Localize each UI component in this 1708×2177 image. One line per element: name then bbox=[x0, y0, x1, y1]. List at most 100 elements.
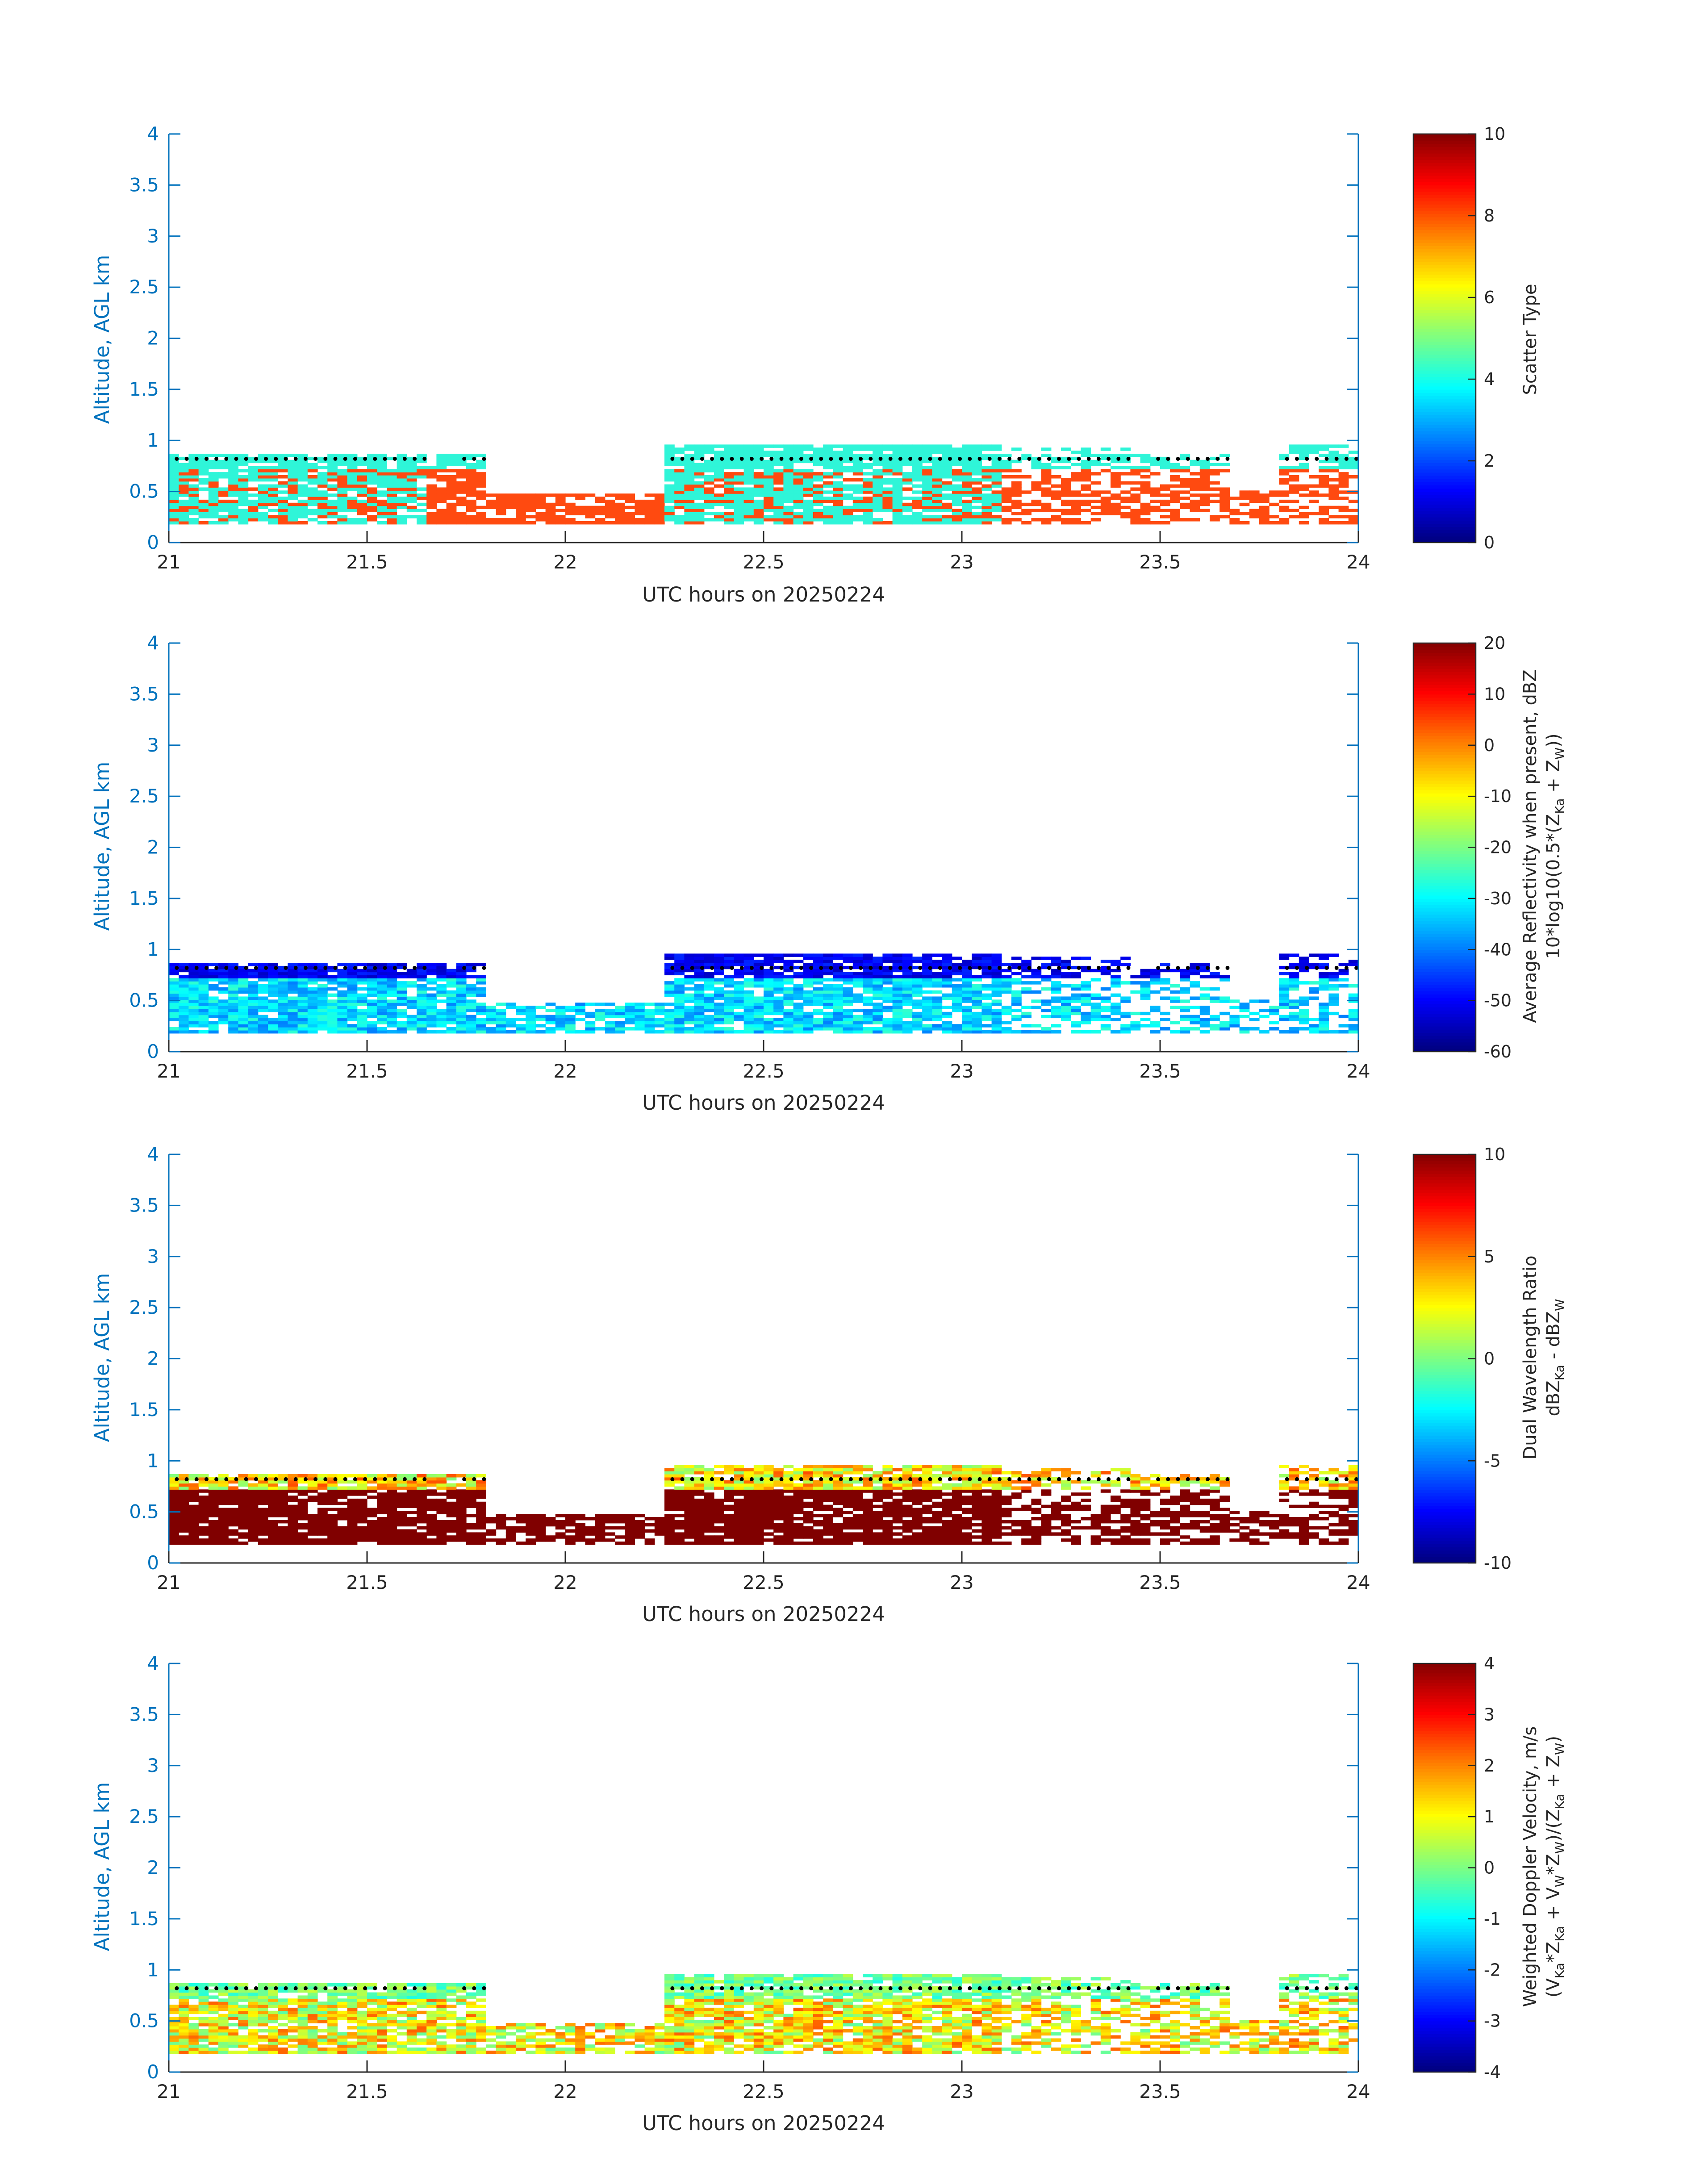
heatmap-cell bbox=[297, 993, 308, 997]
heatmap-cell bbox=[1199, 469, 1210, 472]
heatmap-cell bbox=[714, 1006, 724, 1009]
heatmap-cell bbox=[1071, 1021, 1081, 1024]
heatmap-cell bbox=[179, 499, 189, 503]
colorbar-swatch bbox=[1413, 959, 1476, 963]
heatmap-cell bbox=[327, 999, 338, 1003]
heatmap-cell bbox=[1190, 472, 1200, 476]
heatmap-cell bbox=[694, 518, 705, 522]
heatmap-cell bbox=[397, 1532, 407, 1536]
heatmap-cell bbox=[902, 1015, 913, 1019]
heatmap-cell bbox=[169, 475, 179, 479]
heatmap-cell bbox=[1180, 1030, 1190, 1034]
heatmap-cell bbox=[664, 990, 675, 994]
heatmap-cell bbox=[813, 1021, 823, 1024]
heatmap-cell bbox=[327, 1501, 338, 1505]
heatmap-cell bbox=[505, 506, 516, 510]
heatmap-cell bbox=[208, 1535, 219, 1539]
heatmap-cell bbox=[991, 490, 1002, 494]
heatmap-cell bbox=[813, 960, 823, 963]
heatmap-cell bbox=[1011, 481, 1022, 485]
heatmap-cell bbox=[942, 1006, 952, 1009]
heatmap-cell bbox=[764, 460, 774, 464]
colorbar-swatch bbox=[1413, 825, 1476, 829]
heatmap-cell bbox=[1140, 475, 1151, 479]
heatmap-cell bbox=[1061, 499, 1071, 503]
heatmap-cell bbox=[962, 451, 972, 454]
heatmap-cell bbox=[704, 1018, 714, 1021]
heatmap-cell bbox=[347, 1511, 358, 1514]
heatmap-cell bbox=[198, 965, 209, 969]
heatmap-cell bbox=[268, 1532, 278, 1536]
heatmap-cell bbox=[1219, 978, 1230, 982]
colorbar-swatch bbox=[1413, 752, 1476, 755]
heatmap-cell bbox=[248, 472, 259, 476]
heatmap-cell bbox=[981, 456, 992, 460]
heatmap-cell bbox=[793, 447, 804, 451]
heatmap-cell bbox=[406, 472, 417, 476]
heatmap-cell bbox=[307, 1474, 318, 1478]
heatmap-cell bbox=[793, 490, 804, 494]
heatmap-cell bbox=[1041, 481, 1052, 485]
heatmap-cell bbox=[803, 999, 814, 1003]
heatmap-cell bbox=[1061, 1015, 1071, 1019]
cloud-base-point bbox=[1116, 456, 1121, 461]
heatmap-cell bbox=[1061, 1006, 1071, 1009]
heatmap-cell bbox=[852, 518, 863, 522]
colorbar-swatch bbox=[1413, 504, 1476, 508]
heatmap-cell bbox=[1328, 978, 1339, 982]
heatmap-cell bbox=[208, 972, 219, 976]
colorbar-swatch bbox=[1413, 994, 1476, 998]
heatmap-cell bbox=[297, 460, 308, 464]
heatmap-cell bbox=[783, 962, 794, 966]
heatmap-cell bbox=[555, 497, 566, 500]
heatmap-cell bbox=[357, 972, 367, 976]
heatmap-cell bbox=[1081, 521, 1091, 525]
cloud-base-point bbox=[254, 456, 258, 461]
heatmap-cell bbox=[724, 518, 734, 522]
heatmap-cell bbox=[1111, 993, 1121, 997]
heatmap-cell bbox=[377, 1483, 387, 1487]
heatmap-cell bbox=[952, 1008, 962, 1012]
heatmap-cell bbox=[278, 460, 288, 464]
heatmap-cell bbox=[406, 1532, 417, 1536]
heatmap-cell bbox=[694, 975, 705, 978]
heatmap-cell bbox=[892, 996, 903, 1000]
heatmap-cell bbox=[783, 463, 794, 467]
heatmap-cell bbox=[188, 1520, 199, 1524]
heatmap-cell bbox=[436, 987, 447, 991]
heatmap-cell bbox=[377, 502, 387, 506]
colorbar-swatch bbox=[1413, 239, 1476, 243]
heatmap-cell bbox=[466, 490, 476, 494]
heatmap-cell bbox=[843, 957, 853, 960]
heatmap-cell bbox=[397, 1517, 407, 1521]
heatmap-cell bbox=[476, 472, 486, 476]
colorbar-swatch bbox=[1413, 847, 1476, 851]
heatmap-cell bbox=[288, 460, 298, 464]
heatmap-cell bbox=[912, 993, 923, 997]
heatmap-cell bbox=[1081, 509, 1091, 512]
heatmap-cell bbox=[962, 965, 972, 969]
heatmap-cell bbox=[367, 469, 377, 472]
heatmap-cell bbox=[387, 1526, 397, 1530]
heatmap-cell bbox=[684, 506, 695, 510]
heatmap-cell bbox=[932, 466, 943, 469]
heatmap-cell bbox=[1051, 515, 1061, 518]
heatmap-cell bbox=[793, 484, 804, 488]
heatmap-cell bbox=[724, 1021, 734, 1024]
heatmap-cell bbox=[615, 493, 625, 497]
heatmap-cell bbox=[952, 518, 962, 522]
heatmap-cell bbox=[863, 969, 873, 973]
heatmap-cell bbox=[644, 1018, 655, 1021]
heatmap-cell bbox=[476, 987, 486, 991]
heatmap-cell bbox=[843, 975, 853, 978]
heatmap-cell bbox=[496, 1015, 506, 1019]
colorbar-swatch bbox=[1413, 1045, 1476, 1049]
heatmap-cell bbox=[922, 453, 932, 457]
heatmap-cell bbox=[545, 1027, 556, 1031]
heatmap-cell bbox=[1001, 1011, 1012, 1015]
heatmap-cell bbox=[694, 1011, 705, 1015]
heatmap-cell bbox=[466, 1008, 476, 1012]
heatmap-cell bbox=[397, 487, 407, 491]
heatmap-cell bbox=[198, 981, 209, 985]
heatmap-cell bbox=[446, 978, 457, 982]
